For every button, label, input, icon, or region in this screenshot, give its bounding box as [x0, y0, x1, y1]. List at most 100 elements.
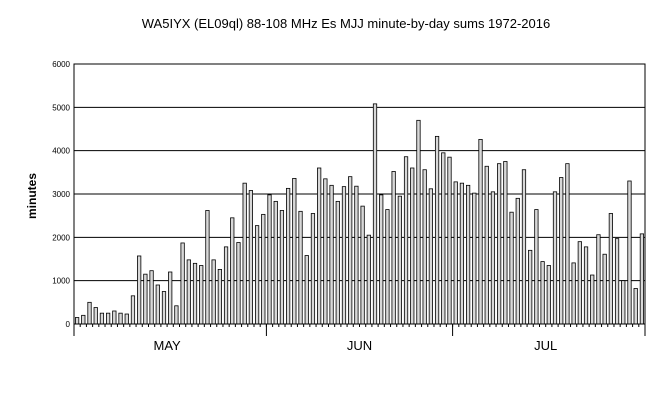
bar [205, 210, 210, 325]
bar-series [75, 103, 645, 325]
bar [211, 259, 216, 325]
y-tick-label: 5000 [52, 103, 70, 112]
bar [217, 268, 222, 325]
bar [360, 205, 365, 325]
bar [366, 234, 371, 325]
bar [627, 180, 632, 325]
bar [546, 265, 551, 325]
bar [397, 195, 402, 325]
bar [434, 135, 440, 325]
bar [639, 233, 645, 325]
bar [335, 200, 340, 325]
bar [130, 295, 136, 325]
bar [490, 191, 496, 325]
bar [521, 169, 527, 325]
y-tick-labels: 0 1000 2000 3000 4000 5000 6000 [52, 60, 70, 329]
y-tick-label: 1000 [52, 277, 70, 286]
plot-frame [73, 63, 646, 325]
bar [372, 103, 378, 325]
bar [341, 186, 347, 325]
bar [608, 213, 613, 325]
bar [87, 301, 92, 325]
bar [242, 182, 247, 325]
bar [571, 262, 576, 325]
bar [174, 305, 179, 325]
month-label: MAY [153, 338, 181, 353]
bar [304, 255, 309, 325]
month-label: JUN [347, 338, 372, 353]
bar [93, 307, 98, 325]
bar [391, 171, 396, 325]
bar [633, 288, 638, 325]
y-tick-label: 3000 [52, 190, 70, 199]
bar [503, 161, 508, 325]
bar [509, 211, 514, 325]
month-label: JUL [534, 338, 557, 353]
bar [124, 313, 129, 325]
bar [161, 291, 167, 325]
bar [180, 242, 185, 325]
bar [261, 213, 266, 325]
bar [236, 242, 241, 325]
bar [292, 177, 297, 325]
bar [230, 217, 235, 325]
bar [286, 187, 291, 325]
bar [348, 176, 353, 325]
bar [379, 194, 384, 325]
y-tick-label: 2000 [52, 233, 70, 242]
bar [577, 241, 582, 325]
bar [472, 192, 477, 325]
bar [310, 213, 316, 325]
bar [596, 234, 601, 325]
bar [106, 312, 111, 325]
bar [168, 271, 173, 325]
bar [143, 273, 148, 325]
bar [590, 274, 595, 325]
bar [453, 181, 458, 325]
bar [403, 156, 409, 325]
y-axis-label: minutes [25, 173, 39, 219]
bar [497, 163, 502, 325]
bar [192, 262, 198, 325]
bar [155, 284, 160, 325]
bar [583, 246, 589, 325]
bar [602, 253, 607, 325]
bar [614, 238, 620, 325]
bar [273, 200, 278, 325]
bar [99, 312, 105, 325]
bar [534, 209, 539, 325]
bar [478, 138, 483, 325]
y-tick-label: 0 [66, 320, 71, 329]
bar [385, 209, 390, 325]
y-tick-label: 6000 [52, 60, 70, 69]
bar [416, 119, 421, 325]
bar [484, 165, 489, 325]
bar [75, 317, 80, 325]
bar [459, 182, 465, 325]
x-axis [73, 324, 646, 336]
bar [428, 188, 433, 325]
bar [223, 246, 229, 325]
bar [267, 194, 272, 325]
bar [317, 167, 322, 325]
bar [112, 310, 117, 325]
bar [422, 169, 427, 325]
bar [248, 190, 253, 325]
bar [149, 270, 154, 325]
bar [199, 265, 204, 325]
bar [621, 280, 626, 325]
bar [254, 225, 260, 325]
bar [81, 314, 86, 325]
bar [186, 259, 191, 325]
bar [565, 163, 570, 325]
bar [528, 249, 533, 325]
bar [323, 178, 328, 325]
bar [441, 152, 446, 325]
bar [329, 184, 334, 325]
bar [118, 312, 123, 325]
bar [466, 184, 471, 325]
y-tick-label: 4000 [52, 147, 70, 156]
bar [447, 156, 452, 325]
month-labels: MAY JUN JUL [153, 338, 557, 353]
